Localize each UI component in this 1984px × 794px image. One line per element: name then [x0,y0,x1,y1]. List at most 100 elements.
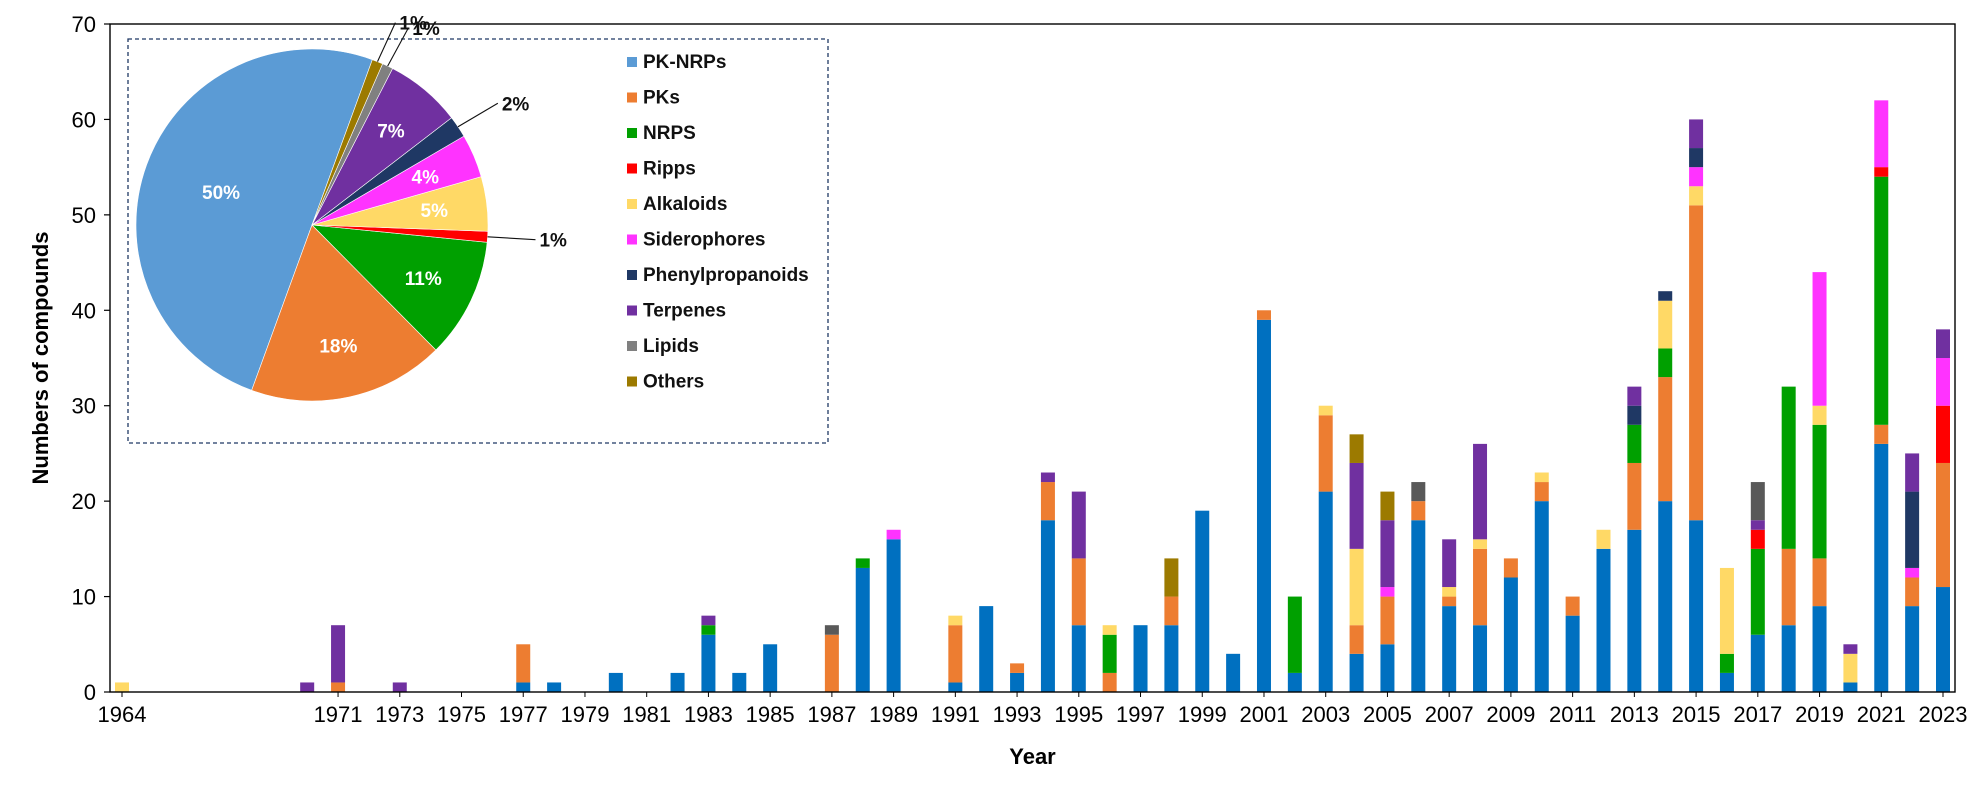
bar-segment-2013-nrps [1627,424,1642,463]
bar-segment-2013-pk-nrps [1627,529,1642,692]
bar-segment-2004-others [1349,434,1364,463]
bar-segment-2009-pk-nrps [1503,577,1518,692]
bar-segment-2020-alkaloids [1843,653,1858,683]
bar-segment-1995-pk-nrps [1071,625,1086,692]
pie-label: 1% [412,19,440,40]
bar-segment-2016-nrps [1719,653,1734,673]
bar-segment-1999-pk-nrps [1195,510,1210,692]
bar-segment-2006-lipids [1411,482,1426,502]
legend-swatch [627,199,637,209]
x-tick-label: 1995 [1054,702,1103,727]
bar-segment-1998-others [1164,558,1179,597]
bar-segment-2007-pks [1442,596,1457,607]
bar-segment-1987-lipids [824,625,839,635]
bar-segment-1977-pks [516,644,531,683]
bar-segment-1993-pk-nrps [1010,672,1025,692]
bar-segment-2003-pk-nrps [1318,491,1333,692]
legend-label: Terpenes [643,301,726,322]
pie-label: 1% [399,14,427,35]
bar-segment-2019-nrps [1812,424,1827,559]
x-tick-label: 1973 [375,702,424,727]
x-tick-label: 2007 [1425,702,1474,727]
bar-segment-2004-pks [1349,625,1364,654]
bar-segment-2018-pks [1781,548,1796,626]
bar-segment-1988-pk-nrps [855,567,870,692]
bar-segment-1989-pk-nrps [886,539,901,692]
bar-segment-2023-pk-nrps [1936,587,1950,692]
x-tick-label: 1977 [499,702,548,727]
bar-segment-2008-pk-nrps [1473,625,1488,692]
bar-segment-2011-pk-nrps [1565,615,1580,692]
pie-label: 18% [319,336,357,357]
bar-chart-axes: 0 10 20 30 40 50 60 70 1964 1971 1973 1975 1977 1979 1… [28,12,1967,769]
bar-segment-2006-pk-nrps [1411,520,1426,692]
bar-segment-2023-terpenes [1936,329,1950,358]
bar-segment-1992-pk-nrps [979,606,994,692]
legend-label: Phenylpropanoids [643,265,809,286]
x-tick-label: 1987 [807,702,856,727]
legend-label: PK-NRPs [643,52,726,73]
y-tick-label: 0 [84,680,96,705]
bar-segment-1989-siderophores [886,529,901,540]
bar-segment-1996-nrps [1102,634,1117,673]
legend-label: NRPS [643,123,696,144]
bar-segment-2015-terpenes [1689,119,1704,149]
bar-segment-1991-alkaloids [948,615,963,626]
bar-segment-1987-pks [824,634,839,692]
legend-swatch [627,57,637,67]
legend-swatch [627,128,637,138]
pie-slice-others [311,59,384,226]
bar-segment-2016-pk-nrps [1719,672,1734,692]
bar-segment-2019-siderophores [1812,272,1827,406]
x-tick-label: 1983 [684,702,733,727]
bar-segment-1985-pk-nrps [763,644,778,692]
x-axis-title: Year [1009,744,1056,769]
pie-label: 5% [421,201,449,222]
bar-segment-1971-terpenes [331,625,346,683]
bar-segment-1977-pk-nrps [516,682,531,692]
pie-inset: 50%18%11%1%5%4%2%7%1%1%PK-NRPsPKsNRPSRip… [127,14,829,444]
bar-segment-1983-nrps [701,625,716,635]
x-tick-label: 2013 [1610,702,1659,727]
pie-slices: 50%18%11%1%5%4%2%7%1%1% [135,14,567,402]
bar-segment-1995-pks [1071,558,1086,626]
pie-leader-line [377,22,396,62]
bar-segment-1993-pks [1010,663,1025,673]
bar-segment-2004-alkaloids [1349,548,1364,626]
bar-segment-2006-pks [1411,501,1426,521]
pie-label: 11% [405,269,442,290]
bar-segment-2012-alkaloids [1596,529,1611,549]
bar-segment-2000-pk-nrps [1226,653,1241,692]
bar-segment-2010-pks [1534,482,1549,502]
y-tick-label: 20 [72,489,96,514]
bar-segment-2003-alkaloids [1318,405,1333,416]
bar-segment-1973-terpenes [392,682,407,692]
bar-segment-2022-pk-nrps [1905,606,1920,692]
bar-segment-1970-terpenes [300,682,315,692]
y-tick-label: 40 [72,298,96,323]
pie-leader-line [457,102,499,128]
bar-segment-2013-phenylpropanoids [1627,405,1642,425]
pie-label: 50% [202,183,240,204]
legend-swatch [627,341,637,351]
bar-segment-2022-pks [1905,577,1920,607]
bar-segment-2012-pk-nrps [1596,548,1611,692]
y-axis-title: Numbers of compounds [28,231,53,484]
x-tick-label: 1985 [746,702,795,727]
bar-segment-2011-pks [1565,596,1580,616]
legend-swatch [627,92,637,103]
x-tick-label: 2015 [1672,702,1721,727]
bar-segment-2022-phenylpropanoids [1905,491,1920,568]
bar-segment-2010-pk-nrps [1534,501,1549,692]
legend-label: Alkaloids [643,194,727,215]
x-tick-label: 2017 [1733,702,1782,727]
pie-slice-nrps [311,224,488,351]
y-tick-label: 70 [72,12,96,37]
bar-segment-1997-pk-nrps [1133,625,1148,692]
bar-segment-2021-pk-nrps [1874,443,1889,692]
bar-segment-2020-pk-nrps [1843,682,1858,692]
bar-segment-1994-pks [1040,482,1055,521]
legend-swatch [627,270,637,280]
bar-segment-2021-ripps [1874,167,1889,177]
